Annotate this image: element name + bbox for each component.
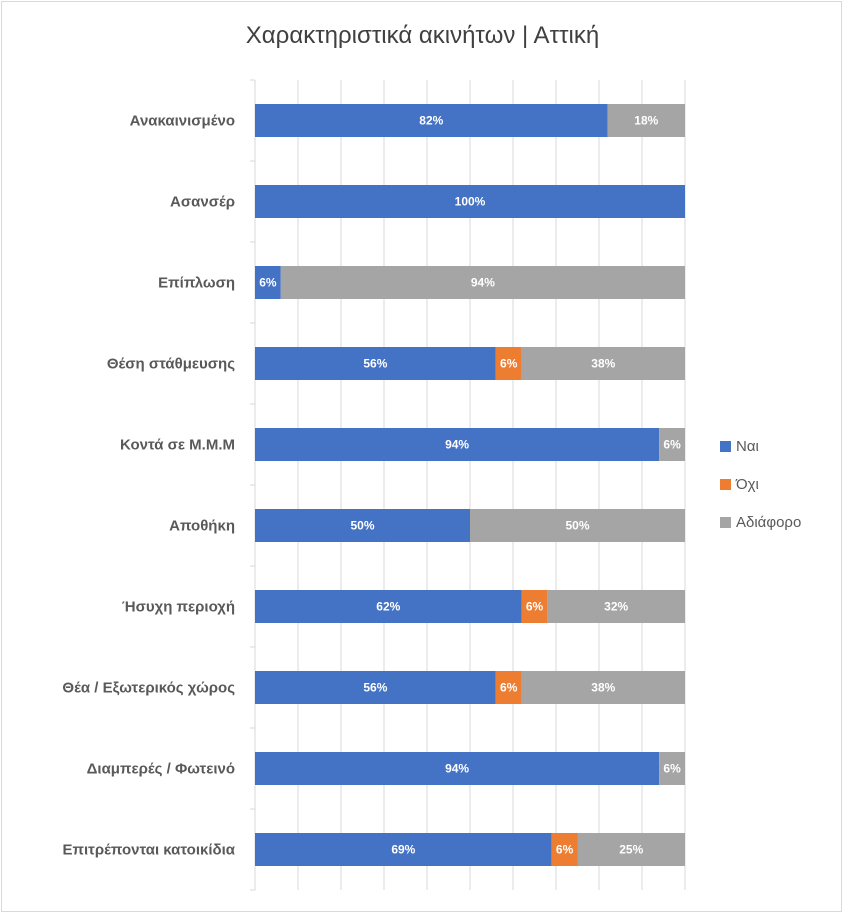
data-label: 6%	[500, 357, 518, 371]
category-label: Επίπλωση	[158, 275, 235, 292]
data-label: 18%	[634, 114, 658, 128]
bar-segment	[577, 833, 685, 866]
data-label: 50%	[565, 519, 589, 533]
bar-segment	[255, 509, 470, 542]
bar-segment	[255, 347, 496, 380]
bar-segment	[470, 509, 685, 542]
legend-swatch	[720, 441, 731, 452]
legend-label: Αδιάφορο	[736, 514, 801, 531]
data-label: 94%	[471, 276, 495, 290]
bar-segment	[255, 185, 685, 218]
data-label: 6%	[259, 276, 277, 290]
bar-segment	[280, 266, 685, 299]
data-label: 38%	[591, 681, 615, 695]
data-label: 6%	[500, 681, 518, 695]
data-label: 100%	[455, 195, 486, 209]
category-label: Διαμπερές / Φωτεινό	[87, 761, 235, 778]
bar-segment	[495, 671, 522, 704]
legend-label: Ναι	[736, 438, 759, 455]
bar-segment	[495, 347, 522, 380]
bar-segment	[255, 590, 522, 623]
data-label: 56%	[363, 681, 387, 695]
bar-segment	[659, 428, 685, 461]
bar-segment	[255, 104, 608, 137]
data-label: 82%	[419, 114, 443, 128]
category-label: Αποθήκη	[169, 518, 235, 535]
chart-title: Χαρακτηριστικά ακινήτων | Αττική	[245, 22, 600, 49]
data-label: 62%	[376, 600, 400, 614]
bar-segment	[255, 752, 660, 785]
bar-segment	[659, 752, 685, 785]
bar-segment	[547, 590, 685, 623]
data-label: 50%	[350, 519, 374, 533]
category-label: Ανακαινισμένο	[130, 113, 235, 130]
bar-segment	[521, 347, 685, 380]
data-label: 38%	[591, 357, 615, 371]
bar-segment	[521, 590, 548, 623]
data-label: 94%	[445, 762, 469, 776]
category-label: Κοντά σε Μ.Μ.Μ	[120, 437, 235, 454]
bar-segment	[255, 833, 552, 866]
legend-swatch	[720, 479, 731, 490]
category-label: Θέση στάθμευσης	[107, 356, 235, 373]
legend-swatch	[720, 517, 731, 528]
data-label: 56%	[363, 357, 387, 371]
bar-segment	[255, 671, 496, 704]
legend-label: Όχι	[735, 476, 759, 493]
data-label: 69%	[391, 843, 415, 857]
data-label: 25%	[619, 843, 643, 857]
bar-segment	[551, 833, 578, 866]
data-label: 6%	[556, 843, 574, 857]
data-label: 6%	[526, 600, 544, 614]
bar-segment	[255, 266, 281, 299]
category-label: Επιτρέπονται κατοικίδια	[62, 842, 235, 859]
bar-segment	[607, 104, 685, 137]
category-label: Ήσυχη περιοχή	[122, 599, 235, 616]
bar-segment	[521, 671, 685, 704]
data-label: 6%	[663, 762, 681, 776]
category-label: Ασανσέρ	[170, 194, 235, 211]
data-label: 32%	[604, 600, 628, 614]
category-label: Θέα / Εξωτερικός χώρος	[62, 680, 235, 697]
data-label: 6%	[663, 438, 681, 452]
bar-segment	[255, 428, 660, 461]
data-label: 94%	[445, 438, 469, 452]
